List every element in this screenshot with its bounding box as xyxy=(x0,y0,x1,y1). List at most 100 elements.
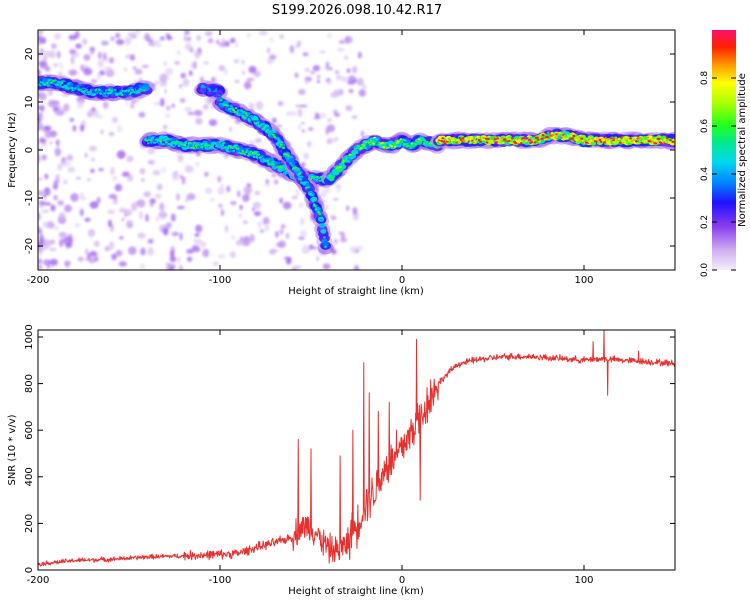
spectrogram-noise-cell xyxy=(70,55,75,65)
spectrogram-cell xyxy=(393,145,397,148)
spectrogram-cell xyxy=(497,139,501,142)
y-tick-label: 0 xyxy=(24,567,35,573)
spectrogram-noise-cell xyxy=(322,186,331,194)
spectrogram-noise-cell xyxy=(116,124,123,133)
spectrogram-noise-cell xyxy=(52,182,59,190)
spectrogram-noise-cell xyxy=(177,154,184,163)
spectrogram-noise-cell xyxy=(338,231,345,235)
spectrogram-noise-cell xyxy=(280,224,286,230)
spectrogram-cell xyxy=(485,141,489,144)
spectrogram-noise-cell xyxy=(208,119,218,127)
spectrogram-cell xyxy=(38,84,42,87)
spectrogram-cell xyxy=(584,141,588,144)
spectrogram-cell xyxy=(630,140,634,143)
spectrogram-noise-cell xyxy=(186,36,192,42)
spectrogram-cell xyxy=(600,137,604,140)
spectrogram-cell xyxy=(286,154,290,157)
spectrogram-cell xyxy=(109,91,113,95)
spectrogram-cell xyxy=(334,171,338,174)
spectrogram-cell xyxy=(283,152,287,156)
spectrogram-cell xyxy=(510,137,514,140)
spectrogram-noise-cell xyxy=(74,222,81,228)
spectrogram-noise-cell xyxy=(44,173,49,180)
spectrogram-cell xyxy=(368,143,372,146)
spectrogram-noise-cell xyxy=(75,43,82,49)
spectrogram-noise-cell xyxy=(282,201,292,210)
spectrogram-noise-cell xyxy=(259,30,268,36)
spectrogram-noise-cell xyxy=(248,140,256,144)
spectrogram-noise-cell xyxy=(335,74,342,81)
colorbar-gradient xyxy=(712,30,736,270)
spectrogram-noise-cell xyxy=(271,173,276,177)
spectrogram-cell xyxy=(338,169,341,172)
spectrogram-cell xyxy=(359,147,363,150)
spectrogram-noise-cell xyxy=(68,34,77,41)
spectrogram-noise-cell xyxy=(204,171,209,177)
spectrogram-cell xyxy=(63,84,67,87)
spectrogram-cell xyxy=(384,142,388,146)
spectrogram-noise-cell xyxy=(302,52,309,57)
spectrogram-cell xyxy=(507,139,511,143)
spectrogram-noise-cell xyxy=(72,125,77,132)
spectrogram-noise-cell xyxy=(345,105,353,112)
x-tick-label: -100 xyxy=(209,275,232,286)
spectrogram-noise-cell xyxy=(179,232,183,241)
spectrogram-noise-cell xyxy=(223,68,228,76)
spectrogram-noise-cell xyxy=(194,233,200,237)
spectrogram-noise-cell xyxy=(171,173,180,181)
spectrogram-cell xyxy=(237,112,241,115)
spectrogram-noise-cell xyxy=(53,63,59,67)
spectrogram-noise-cell xyxy=(111,200,120,205)
spectrogram-noise-cell xyxy=(295,188,299,197)
spectrogram-cell xyxy=(553,132,556,135)
spectrogram-cell xyxy=(85,88,89,91)
spectrogram-noise-cell xyxy=(298,124,301,130)
spectrogram-noise-cell xyxy=(54,147,62,157)
spectrogram-cell xyxy=(234,146,238,149)
spectrogram-noise-cell xyxy=(191,62,197,69)
spectrogram-noise-cell xyxy=(56,139,60,147)
spectrogram-cell xyxy=(276,137,280,140)
spectrogram-cell xyxy=(228,107,232,110)
spectrogram-cell xyxy=(178,142,182,145)
spectrogram-noise-cell xyxy=(248,102,254,108)
spectrogram-cell xyxy=(247,154,250,157)
spectrogram-noise-cell xyxy=(52,106,59,113)
spectrogram-cell xyxy=(137,91,141,94)
spectrogram-noise-cell xyxy=(303,152,309,160)
spectrogram-cell xyxy=(646,136,650,139)
snr-y-ticks: 0 200 400 600 800 1000 xyxy=(24,324,675,573)
spectrogram-cell xyxy=(459,138,463,141)
spectrogram-noise-cell xyxy=(57,50,61,59)
spectrogram-noise-cell xyxy=(58,71,62,76)
spectrogram-noise-cell xyxy=(333,238,338,245)
spectrogram-cell xyxy=(219,145,223,148)
spectrogram-cell xyxy=(396,141,399,144)
chart-title: S199.2026.098.10.42.R17 xyxy=(272,3,442,18)
spectrogram-noise-cell xyxy=(277,240,287,249)
spectrogram-noise-cell xyxy=(91,107,96,112)
spectrogram-cell xyxy=(569,138,572,141)
spectrogram-cell xyxy=(230,105,233,108)
spectrogram-noise-cell xyxy=(220,183,224,192)
spectrogram-noise-cell xyxy=(67,166,76,173)
spectrogram-noise-cell xyxy=(107,219,112,228)
spectrogram-noise-cell xyxy=(38,226,41,230)
spectrogram-noise-cell xyxy=(171,231,179,237)
spectrogram-cell xyxy=(399,138,403,141)
spectrogram-noise-cell xyxy=(103,52,107,61)
spectrogram-cell xyxy=(184,141,188,145)
spectrogram-noise-cell xyxy=(139,211,143,220)
spectrogram-cell xyxy=(499,140,503,144)
spectrogram-cell xyxy=(235,111,239,114)
spectrogram-noise-cell xyxy=(333,109,338,115)
spectrogram-noise-cell xyxy=(154,39,162,48)
spectrogram-cell xyxy=(521,137,524,140)
spectrogram-noise-cell xyxy=(155,193,162,199)
spectrogram-noise-cell xyxy=(49,141,53,145)
spectrogram-cell xyxy=(252,117,256,120)
spectrogram-cell xyxy=(127,89,131,92)
spectrogram-noise-cell xyxy=(162,124,168,130)
spectrogram-noise-cell xyxy=(42,259,52,266)
